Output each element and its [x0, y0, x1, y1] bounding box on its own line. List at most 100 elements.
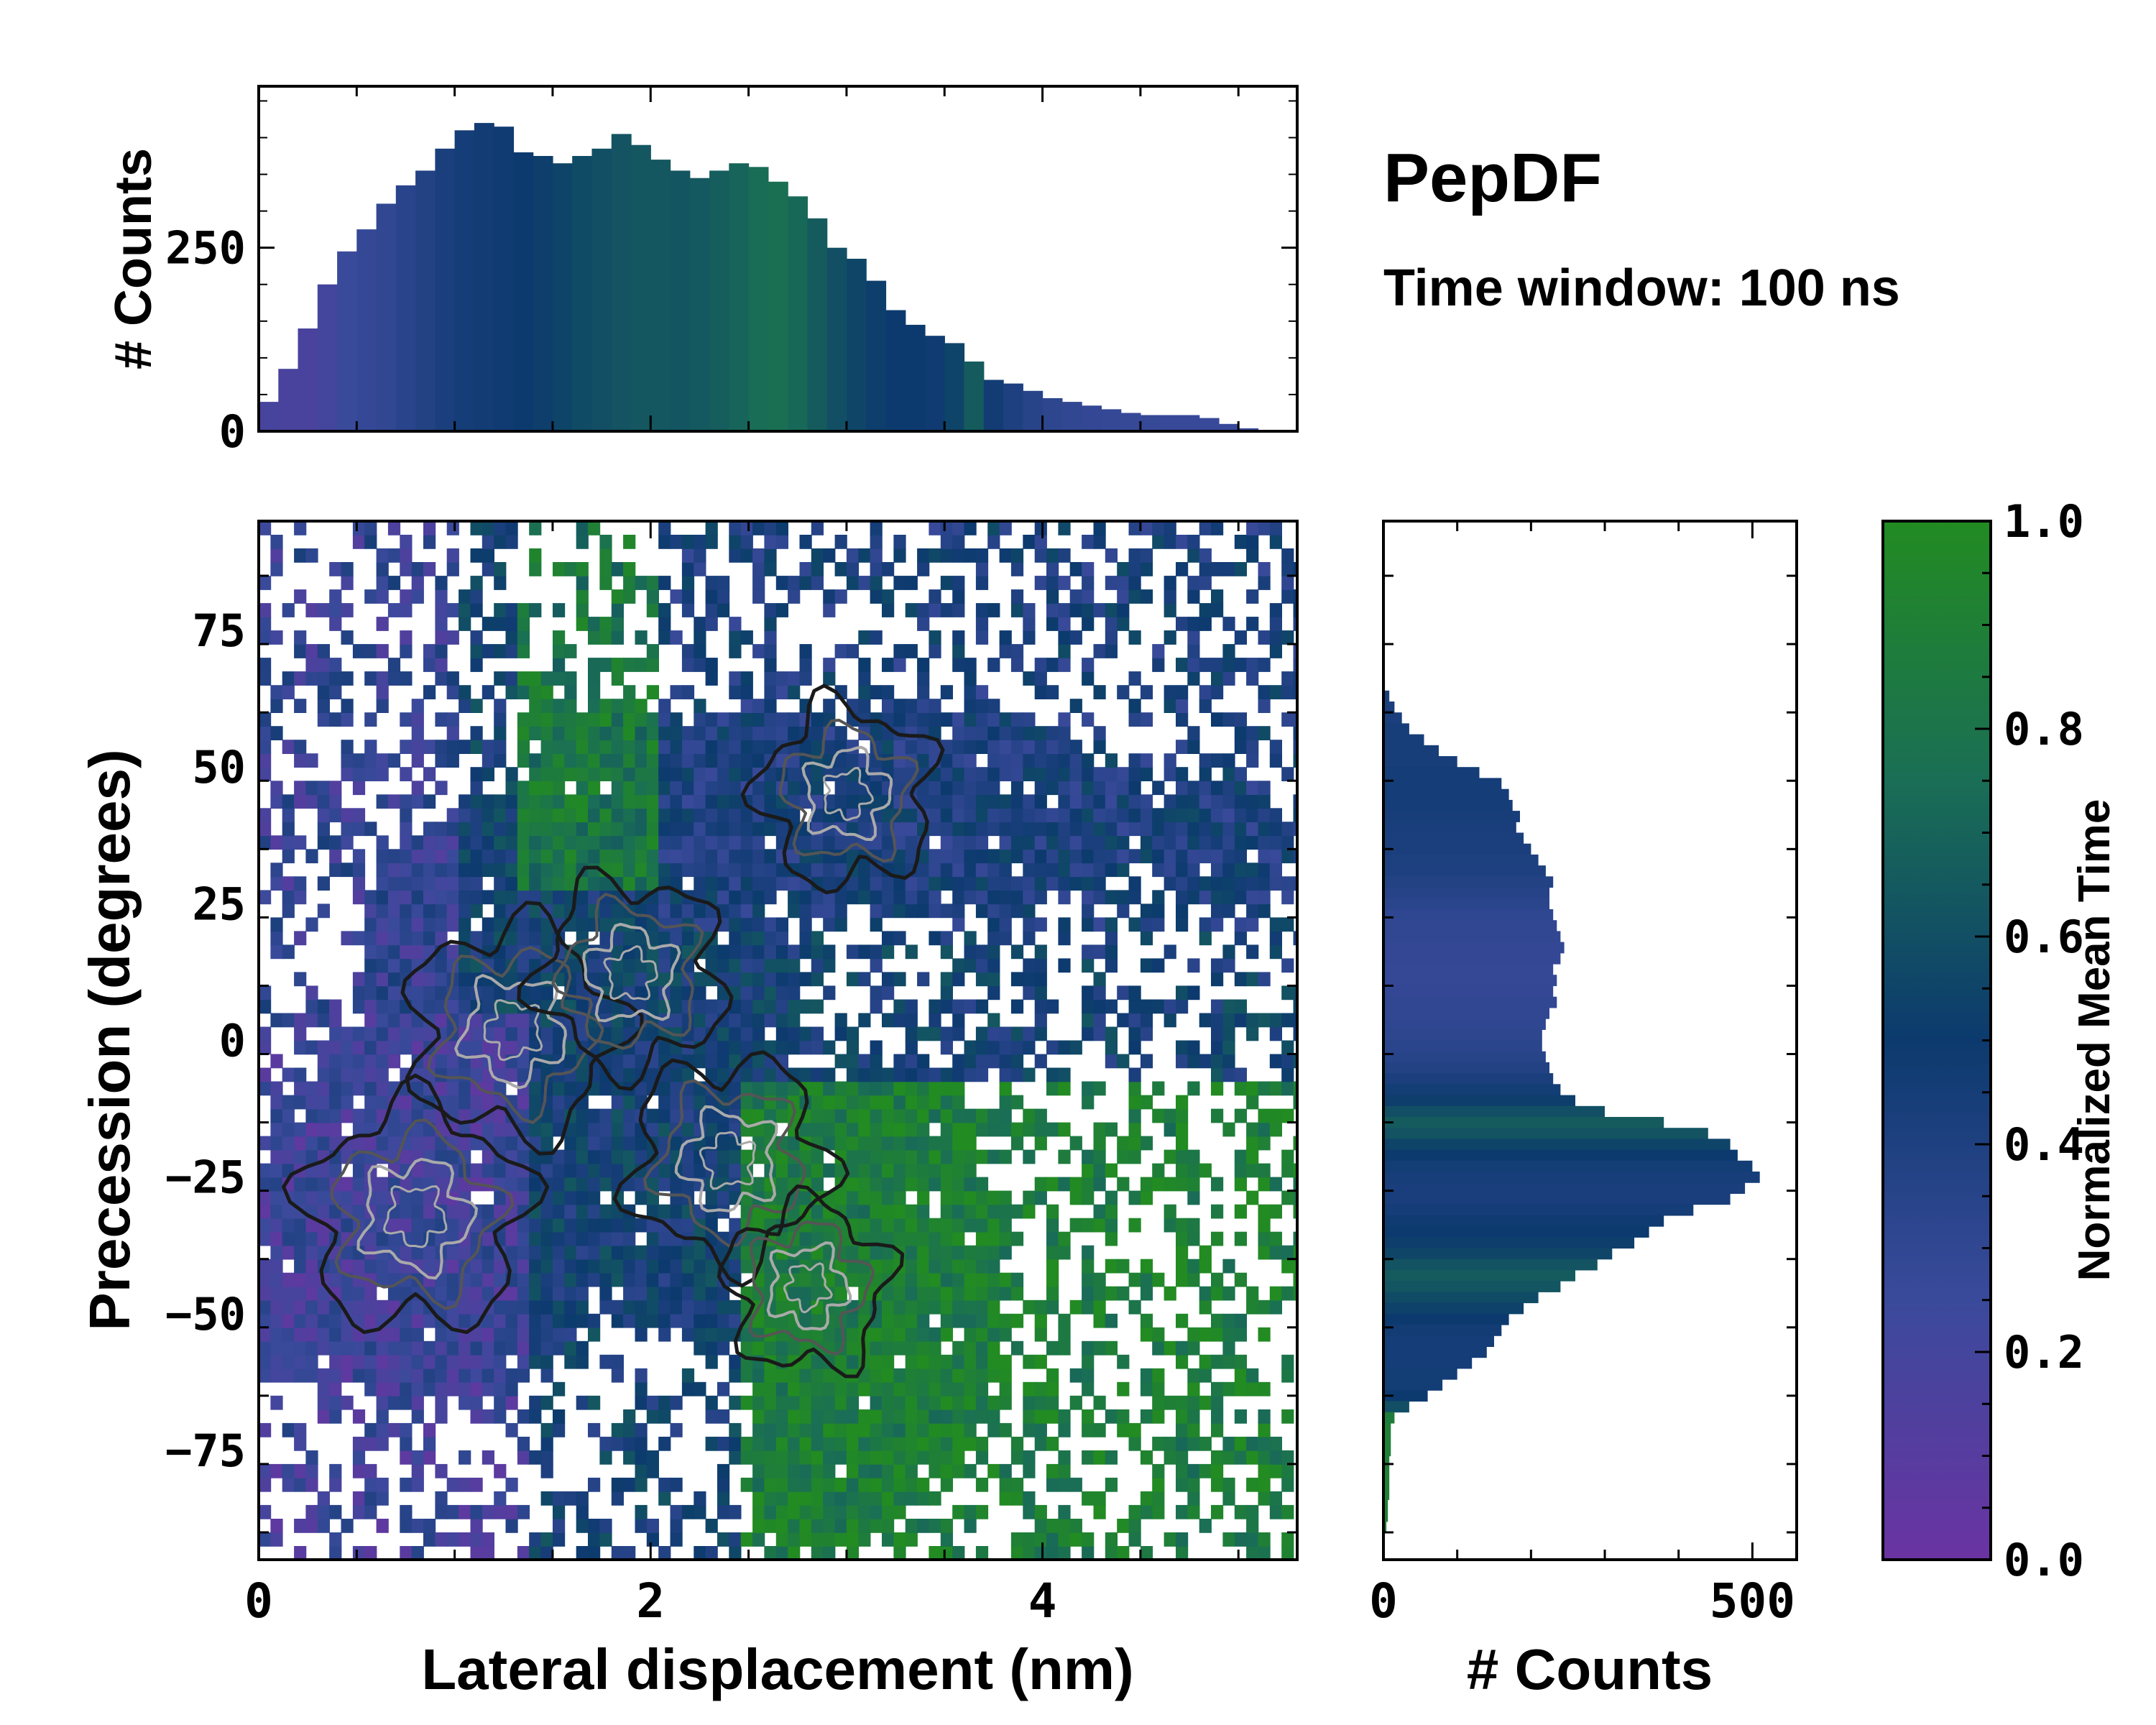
heatmap-cell	[1234, 1272, 1247, 1287]
heatmap-cell	[882, 1108, 895, 1123]
heatmap-cell	[494, 849, 507, 864]
heatmap-cell	[705, 1286, 718, 1301]
heatmap-cell	[775, 999, 788, 1014]
heatmap-cell	[553, 1532, 566, 1547]
heatmap-cell	[364, 999, 377, 1014]
heatmap-cell	[317, 1340, 330, 1356]
heatmap-cell	[717, 849, 730, 864]
heatmap-cell	[1187, 535, 1200, 549]
heatmap-cell	[400, 1422, 413, 1438]
heatmap-cell	[529, 726, 542, 740]
heatmap-cell	[1128, 999, 1141, 1014]
heatmap-cell	[799, 1450, 812, 1465]
heatmap-cell	[564, 794, 577, 809]
heatmap-cell	[870, 1040, 883, 1055]
heatmap-cell	[282, 1136, 295, 1151]
heatmap-cell	[341, 1327, 354, 1342]
heatmap-cell	[282, 822, 295, 837]
heatmap-cell	[834, 644, 847, 658]
heatmap-cell	[376, 617, 389, 631]
heatmap-cell	[411, 972, 424, 987]
heatmap-cell	[1117, 890, 1130, 905]
heatmap-cell	[529, 685, 542, 699]
heatmap-cell	[553, 1040, 566, 1055]
heatmap-cell	[705, 862, 718, 878]
heatmap-cell	[1176, 849, 1189, 864]
heatmap-cell	[1034, 999, 1047, 1014]
heatmap-cell	[540, 1040, 553, 1055]
heatmap-cell	[1152, 1327, 1165, 1342]
heatmap-cell	[494, 712, 507, 727]
heatmap-cell	[681, 1368, 695, 1383]
heatmap-cell	[1010, 1532, 1024, 1547]
heatmap-cell	[905, 1122, 918, 1137]
heatmap-cell	[364, 1463, 377, 1478]
top-bar	[631, 144, 651, 431]
heatmap-cell	[470, 849, 483, 864]
heatmap-cell	[470, 644, 483, 658]
heatmap-cell	[611, 740, 624, 754]
heatmap-cell	[858, 1218, 871, 1233]
heatmap-cell	[1023, 1463, 1036, 1478]
heatmap-cell	[259, 1177, 272, 1192]
heatmap-cell	[764, 1395, 777, 1410]
heatmap-cell	[270, 917, 283, 932]
heatmap-cell	[623, 876, 636, 891]
heatmap-cell	[799, 1122, 812, 1137]
heatmap-cell	[470, 630, 483, 645]
heatmap-xtick-label: 2	[636, 1573, 665, 1629]
heatmap-cell	[846, 1354, 860, 1369]
heatmap-cell	[1152, 849, 1165, 864]
heatmap-cell	[964, 1409, 977, 1424]
heatmap-cell	[987, 1204, 1000, 1219]
heatmap-cell	[411, 1477, 424, 1492]
heatmap-cell	[1211, 1409, 1224, 1424]
heatmap-cell	[517, 740, 530, 754]
heatmap-cell	[952, 1067, 965, 1082]
heatmap-cell	[987, 1409, 1000, 1424]
heatmap-cell	[952, 862, 965, 878]
heatmap-cell	[270, 835, 283, 850]
heatmap-cell	[893, 1177, 906, 1192]
heatmap-cell	[952, 1136, 965, 1151]
heatmap-cell	[811, 1163, 824, 1178]
heatmap-cell	[446, 562, 459, 576]
heatmap-cell	[1258, 1532, 1271, 1547]
heatmap-cell	[834, 903, 847, 919]
right-bar	[1383, 1259, 1598, 1271]
heatmap-cell	[670, 794, 683, 809]
heatmap-cell	[459, 903, 471, 919]
chart-subtitle: Time window: 100 ns	[1383, 259, 1900, 317]
heatmap-cell	[729, 726, 742, 740]
heatmap-cell	[752, 699, 765, 713]
heatmap-cell	[294, 548, 307, 563]
heatmap-cell	[694, 794, 706, 809]
heatmap-cell	[1281, 589, 1294, 604]
heatmap-cell	[470, 903, 483, 919]
heatmap-cell	[259, 1259, 272, 1274]
heatmap-cell	[940, 1381, 953, 1397]
heatmap-cell	[893, 862, 906, 878]
heatmap-cell	[259, 1067, 272, 1082]
heatmap-cell	[564, 1259, 577, 1274]
heatmap-cell	[1258, 1450, 1271, 1465]
heatmap-cell	[1010, 658, 1024, 672]
heatmap-cell	[870, 1095, 883, 1110]
heatmap-cell	[623, 1313, 636, 1328]
heatmap-cell	[917, 1436, 930, 1451]
heatmap-cell	[400, 1040, 413, 1055]
heatmap-cell	[1069, 1040, 1082, 1055]
heatmap-cell	[494, 1491, 507, 1506]
heatmap-cell	[470, 822, 483, 837]
heatmap-cell	[1152, 1177, 1165, 1192]
heatmap-cell	[1128, 1504, 1141, 1519]
heatmap-cell	[870, 985, 883, 1000]
heatmap-cell	[623, 890, 636, 905]
heatmap-cell	[294, 1013, 307, 1028]
heatmap-cell	[823, 917, 836, 932]
heatmap-cell	[1034, 1136, 1047, 1151]
heatmap-cell	[952, 726, 965, 740]
heatmap-cell	[952, 1354, 965, 1369]
heatmap-cell	[317, 1040, 330, 1055]
heatmap-cell	[694, 740, 706, 754]
